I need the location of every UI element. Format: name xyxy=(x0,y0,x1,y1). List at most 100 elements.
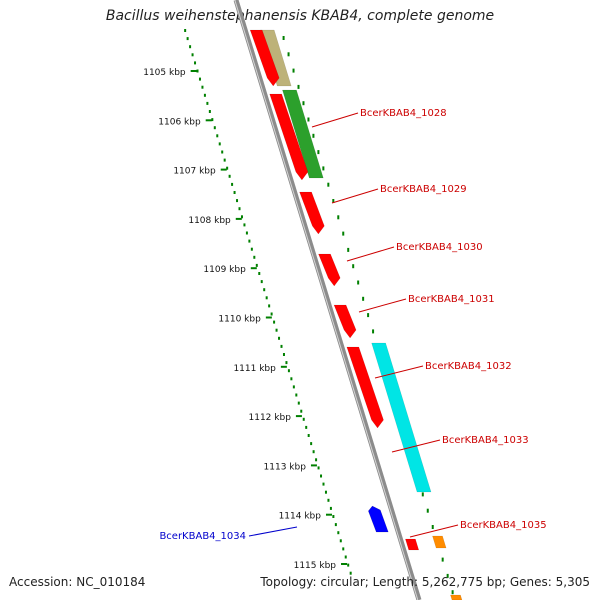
tick-minor xyxy=(287,369,290,373)
tick-minor xyxy=(282,36,285,40)
tick-minor xyxy=(441,557,444,562)
gene-arrow xyxy=(249,29,280,87)
feature-blocks xyxy=(259,29,463,600)
tick-minor xyxy=(228,174,231,178)
tick-minor xyxy=(297,84,300,89)
tick-minor xyxy=(357,280,360,285)
feature-block xyxy=(371,342,432,493)
tick-minor xyxy=(332,515,335,518)
tick-minor xyxy=(233,191,236,194)
tick-minor xyxy=(253,255,256,259)
tick-minor xyxy=(312,133,315,138)
ruler-label: 1112 kbp xyxy=(249,413,292,423)
gene-leader-line xyxy=(391,439,441,453)
tick-minor xyxy=(287,52,290,57)
tick-minor xyxy=(334,523,337,527)
tick-minor xyxy=(213,126,216,130)
tick-minor xyxy=(367,313,370,318)
gene-arrow xyxy=(368,505,389,533)
tick-minor xyxy=(275,328,278,332)
tick-minor xyxy=(198,77,201,81)
gene-arrow xyxy=(318,253,341,287)
tick-minor xyxy=(372,329,375,334)
tick-minor xyxy=(292,68,295,73)
tick-minor xyxy=(201,85,204,89)
gene-label: BcerKBAB4_1034 xyxy=(159,531,246,542)
tick-minor xyxy=(329,506,332,510)
gene-arrows xyxy=(249,29,420,551)
map-title: Bacillus weihenstephanensis KBAB4, compl… xyxy=(105,8,495,24)
genome-backbone xyxy=(233,0,422,600)
tick-minor xyxy=(322,166,325,171)
ruler-label: 1110 kbp xyxy=(218,315,261,325)
tick-minor xyxy=(206,101,209,105)
gene-arrow xyxy=(405,538,420,551)
gene-leader-line xyxy=(331,188,379,204)
tick-minor xyxy=(305,425,308,429)
ruler-label: 1113 kbp xyxy=(264,462,307,472)
tick-minor xyxy=(196,69,199,73)
tick-minor xyxy=(189,45,192,49)
tick-minor xyxy=(278,336,281,340)
tick-minor xyxy=(282,353,285,356)
ruler-label: 1108 kbp xyxy=(188,216,231,226)
tick-minor xyxy=(302,101,305,106)
tick-minor xyxy=(342,231,345,236)
genome-stats-text: Topology: circular; Length: 5,262,775 bp… xyxy=(260,575,590,589)
tick-minor xyxy=(243,223,246,227)
tick-minor xyxy=(300,409,303,413)
accession-text: Accession: NC_010184 xyxy=(9,575,146,589)
gene-label: BcerKBAB4_1031 xyxy=(408,294,495,305)
tick-minor xyxy=(236,199,239,203)
tick-minor xyxy=(211,118,214,122)
tick-minor xyxy=(307,117,310,122)
tick-minor xyxy=(186,37,189,41)
tick-minor xyxy=(344,555,347,559)
tick-minor xyxy=(426,508,429,513)
tick-minor xyxy=(216,134,219,138)
tick-minor xyxy=(315,458,318,462)
tick-minor xyxy=(265,296,268,300)
ruler-label: 1114 kbp xyxy=(279,512,322,522)
tick-minor xyxy=(310,442,313,446)
tick-minor xyxy=(273,320,276,324)
gene-leader-line xyxy=(409,524,459,538)
tick-minor xyxy=(339,539,342,543)
tick-minor xyxy=(421,492,424,497)
tick-minor xyxy=(240,215,243,219)
feature-block xyxy=(282,89,324,179)
gene-labels: BcerKBAB4_1028 BcerKBAB4_1029 BcerKBAB4_10… xyxy=(159,108,546,542)
ruler-label: 1107 kbp xyxy=(173,167,216,177)
gene-label: BcerKBAB4_1033 xyxy=(442,435,529,446)
tick-minor xyxy=(317,466,320,470)
tick-minor xyxy=(322,482,325,486)
tick-minor xyxy=(191,53,194,57)
tick-minor xyxy=(451,590,454,595)
gene-label: BcerKBAB4_1028 xyxy=(360,108,447,119)
tick-minor xyxy=(203,93,206,97)
gene-leader-line xyxy=(358,298,407,313)
ruler-label: 1115 kbp xyxy=(294,561,337,571)
tick-minor xyxy=(362,296,365,301)
gene-label: BcerKBAB4_1030 xyxy=(396,242,483,253)
gene-leader-line xyxy=(374,365,424,379)
gene-arrow xyxy=(333,304,357,339)
tick-minor xyxy=(342,547,345,551)
tick-minor xyxy=(337,215,340,220)
tick-minor xyxy=(347,247,350,252)
tick-minor xyxy=(347,563,350,567)
tick-minor xyxy=(317,150,320,155)
feature-block xyxy=(450,594,463,600)
tick-minor xyxy=(431,525,434,529)
gene-label: BcerKBAB4_1029 xyxy=(380,184,467,195)
tick-minor xyxy=(446,573,449,578)
tick-minor xyxy=(238,207,241,211)
gene-leader-line xyxy=(248,526,298,537)
tick-minor xyxy=(312,450,315,454)
gene-arrow xyxy=(269,93,309,181)
tick-minor xyxy=(352,264,355,269)
tick-minor xyxy=(231,182,234,186)
ruler-label: 1111 kbp xyxy=(233,364,276,374)
tick-minor xyxy=(337,531,340,535)
